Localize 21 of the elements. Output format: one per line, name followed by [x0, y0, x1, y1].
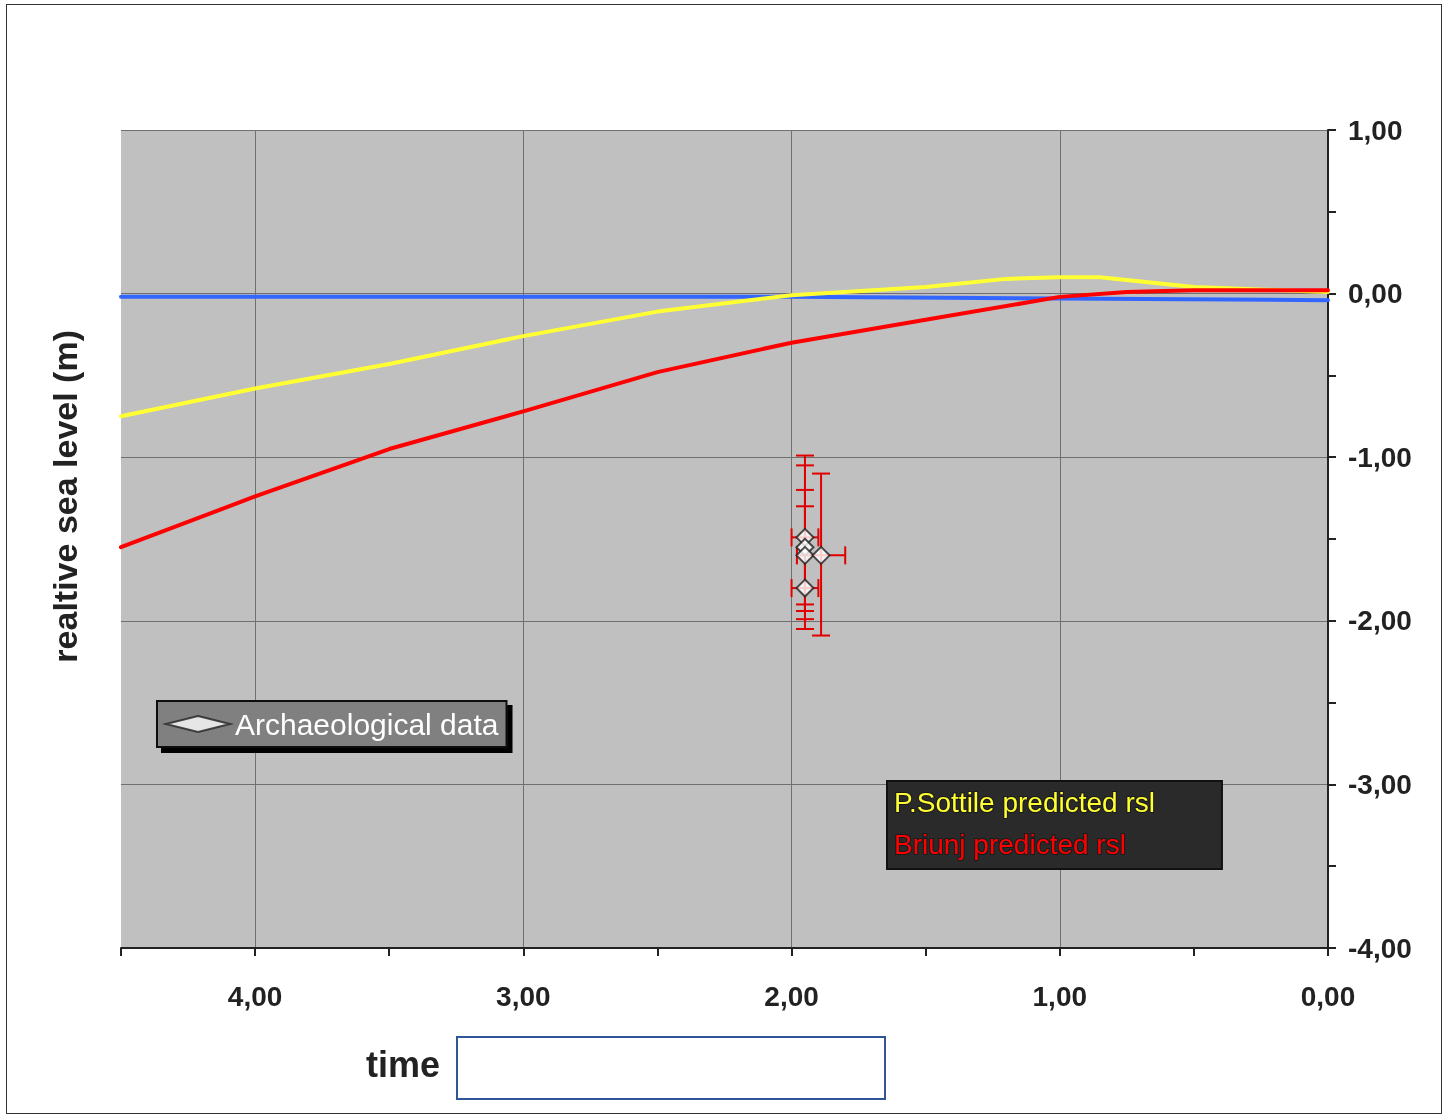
- y-tick-label: -1,00: [1348, 441, 1412, 473]
- y-tick-label: -3,00: [1348, 768, 1412, 800]
- text: P.Sottile predicted rsl: [894, 786, 1155, 818]
- point: [795, 578, 815, 598]
- x-axis-title: time: [366, 1043, 441, 1085]
- point: [795, 545, 815, 565]
- y-tick-label: -4,00: [1348, 932, 1412, 964]
- line-series: [119, 288, 1330, 550]
- x-tick-label: 1,00: [1032, 980, 1088, 1012]
- x-tick-label: 4,00: [227, 980, 283, 1012]
- x-tick-label: 2,00: [764, 980, 819, 1012]
- y-tick-label: 1,00: [1348, 114, 1403, 146]
- x-tick-label: 0,00: [1300, 980, 1356, 1012]
- point: [811, 545, 831, 565]
- line-series: [119, 275, 1330, 419]
- y-tick-label: 0,00: [1348, 278, 1403, 310]
- y-axis-title: realtive sea level (m): [46, 329, 84, 663]
- text: Briunj predicted rsl: [894, 828, 1126, 860]
- y-tick-label: -2,00: [1348, 605, 1412, 637]
- x-tick-label: 3,00: [496, 980, 551, 1012]
- legend-label: Archaeological data: [235, 707, 499, 741]
